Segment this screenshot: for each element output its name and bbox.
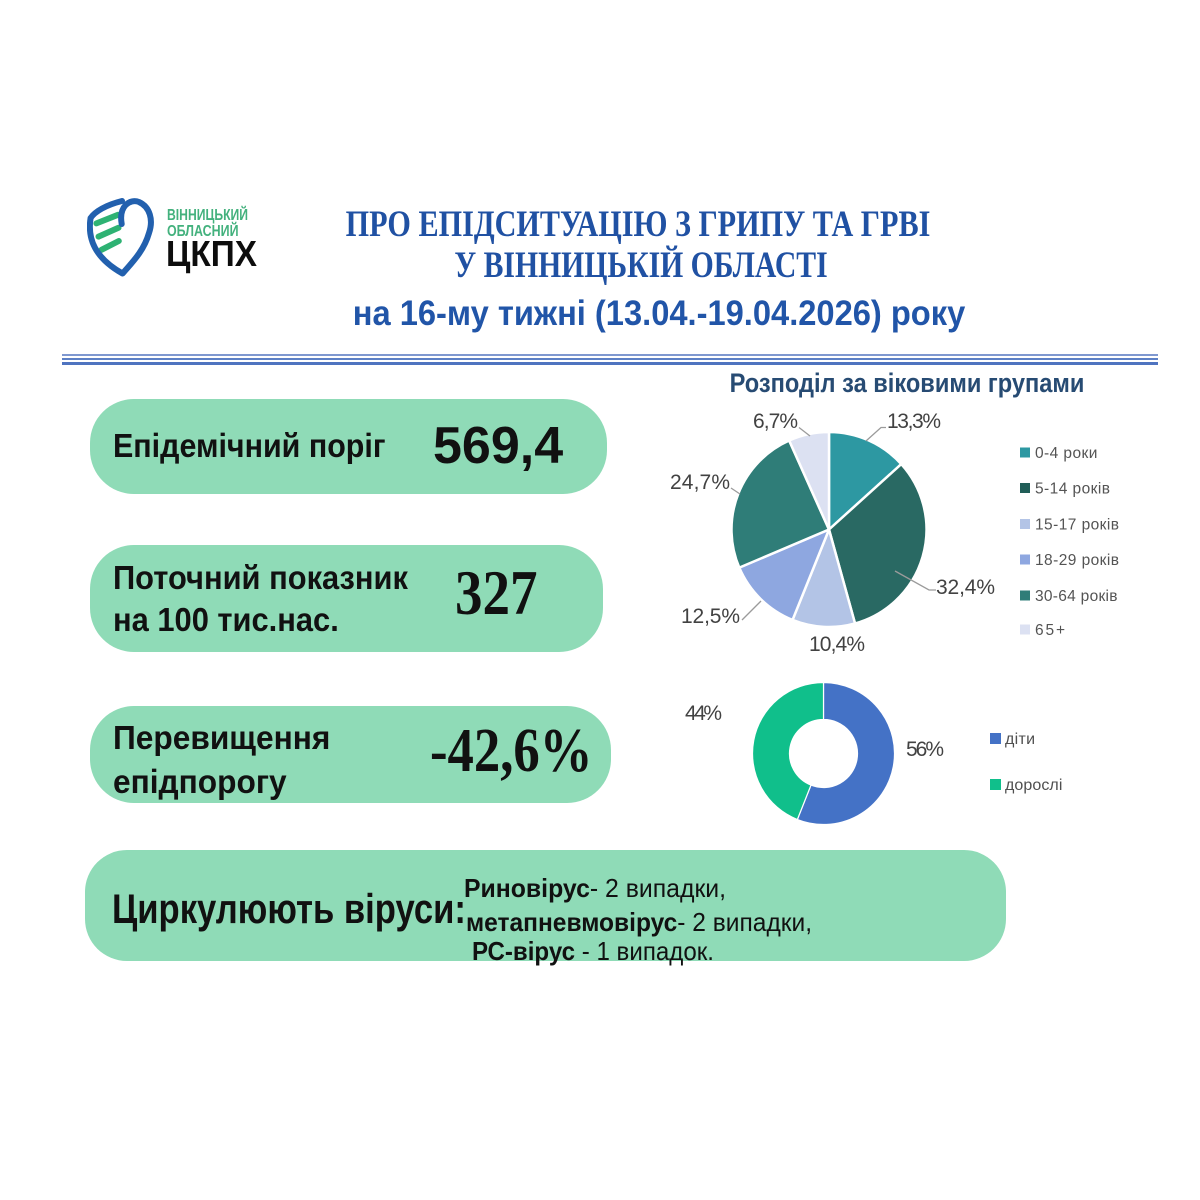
svg-text:44%: 44% bbox=[685, 702, 722, 725]
svg-text:діти: діти bbox=[1005, 731, 1035, 748]
svg-text:12,5%: 12,5% bbox=[681, 605, 740, 628]
svg-text:30-64 років: 30-64 років bbox=[1035, 588, 1118, 605]
svg-text:24,7%: 24,7% bbox=[670, 471, 730, 494]
svg-text:18-29 років: 18-29 років bbox=[1035, 552, 1119, 569]
svg-text:13,3%: 13,3% bbox=[887, 410, 941, 433]
svg-text:32,4%: 32,4% bbox=[936, 576, 995, 599]
svg-text:дорослі: дорослі bbox=[1005, 777, 1062, 794]
svg-text:0-4 роки: 0-4 роки bbox=[1035, 445, 1097, 462]
svg-text:6,7%: 6,7% bbox=[753, 410, 798, 433]
svg-text:65+: 65+ bbox=[1035, 622, 1065, 639]
svg-text:15-17 років: 15-17 років bbox=[1035, 517, 1119, 534]
svg-text:10,4%: 10,4% bbox=[809, 633, 865, 656]
svg-text:5-14 років: 5-14 років bbox=[1035, 481, 1110, 498]
svg-text:56%: 56% bbox=[906, 738, 944, 761]
